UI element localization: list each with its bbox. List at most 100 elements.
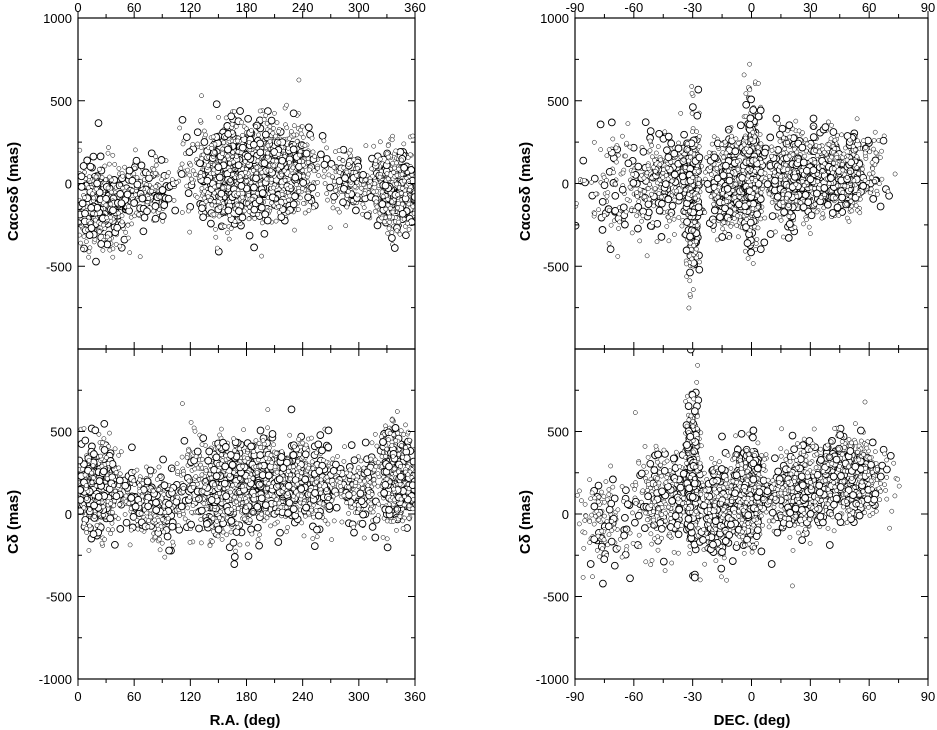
data-point xyxy=(399,443,404,448)
data-point xyxy=(225,184,231,190)
data-point xyxy=(127,250,133,256)
data-point xyxy=(363,468,372,477)
data-point xyxy=(402,231,410,240)
data-point xyxy=(401,178,407,184)
data-point xyxy=(83,239,89,245)
data-point xyxy=(215,199,221,205)
data-point xyxy=(285,209,291,215)
data-point xyxy=(93,217,98,223)
data-point xyxy=(287,160,292,165)
data-point xyxy=(91,195,97,201)
data-point xyxy=(117,199,126,208)
data-point xyxy=(279,183,285,189)
data-point xyxy=(326,183,334,192)
data-point xyxy=(133,147,138,153)
x-tick-label-top: 120 xyxy=(179,0,201,15)
data-point xyxy=(288,184,293,189)
data-point xyxy=(411,210,415,216)
data-point xyxy=(358,519,367,528)
data-point xyxy=(247,517,253,523)
data-point xyxy=(81,505,87,511)
data-point xyxy=(268,168,274,173)
data-point xyxy=(256,132,261,138)
data-point xyxy=(380,535,386,540)
data-point xyxy=(235,207,243,215)
data-point xyxy=(197,506,206,515)
data-point xyxy=(230,149,236,155)
data-point xyxy=(214,519,220,524)
data-point xyxy=(146,195,151,201)
data-point xyxy=(380,194,386,199)
data-point xyxy=(316,431,325,439)
data-point xyxy=(249,531,255,537)
data-point xyxy=(409,457,415,466)
data-point xyxy=(272,110,277,116)
data-point xyxy=(243,505,249,510)
data-point xyxy=(90,501,98,510)
data-point xyxy=(231,470,237,475)
data-point xyxy=(330,482,336,487)
data-point xyxy=(261,210,269,219)
data-point xyxy=(180,141,186,147)
data-point xyxy=(203,199,209,205)
data-point xyxy=(222,223,228,229)
data-point xyxy=(256,451,265,459)
data-point xyxy=(259,220,265,226)
data-point xyxy=(123,493,129,499)
data-point xyxy=(261,130,270,139)
data-point xyxy=(346,511,351,516)
data-point xyxy=(214,525,223,534)
data-point xyxy=(203,520,211,528)
data-point xyxy=(100,247,106,253)
data-point xyxy=(260,159,269,168)
data-point xyxy=(78,240,84,246)
data-point xyxy=(358,458,364,464)
data-point xyxy=(390,209,396,215)
data-point xyxy=(249,140,258,149)
data-point xyxy=(216,213,222,219)
data-point xyxy=(79,162,88,170)
data-point xyxy=(119,219,125,225)
data-point xyxy=(385,196,391,202)
data-point xyxy=(184,455,190,460)
data-point xyxy=(325,502,334,510)
data-point xyxy=(272,464,278,470)
data-point xyxy=(103,202,109,208)
data-point xyxy=(186,208,191,214)
data-point xyxy=(219,452,224,458)
data-point xyxy=(259,511,264,517)
data-point xyxy=(278,156,287,165)
data-point xyxy=(228,461,237,469)
data-point xyxy=(86,254,91,260)
data-point xyxy=(337,480,343,485)
data-point xyxy=(289,145,298,154)
data-point xyxy=(171,206,180,215)
data-point xyxy=(179,161,185,167)
data-point xyxy=(305,159,311,165)
data-point xyxy=(324,426,333,435)
y-tick-label: 1000 xyxy=(43,11,72,26)
data-point xyxy=(377,174,383,180)
data-point xyxy=(184,183,190,189)
data-point xyxy=(257,532,262,538)
data-point xyxy=(87,224,96,232)
data-point xyxy=(400,163,408,172)
data-point xyxy=(161,492,167,497)
data-point xyxy=(83,483,89,488)
data-point xyxy=(296,465,302,471)
data-point xyxy=(292,227,297,233)
data-point xyxy=(344,193,350,198)
data-point xyxy=(187,229,193,235)
data-point xyxy=(385,202,391,208)
data-point xyxy=(255,212,260,217)
data-point xyxy=(274,538,283,546)
data-point xyxy=(170,539,176,545)
data-point xyxy=(157,194,163,200)
data-point xyxy=(275,483,281,489)
data-point xyxy=(157,156,166,164)
data-point xyxy=(256,148,265,157)
data-point xyxy=(371,143,377,149)
data-point xyxy=(285,145,291,151)
data-point xyxy=(185,148,194,156)
data-point xyxy=(223,115,229,121)
